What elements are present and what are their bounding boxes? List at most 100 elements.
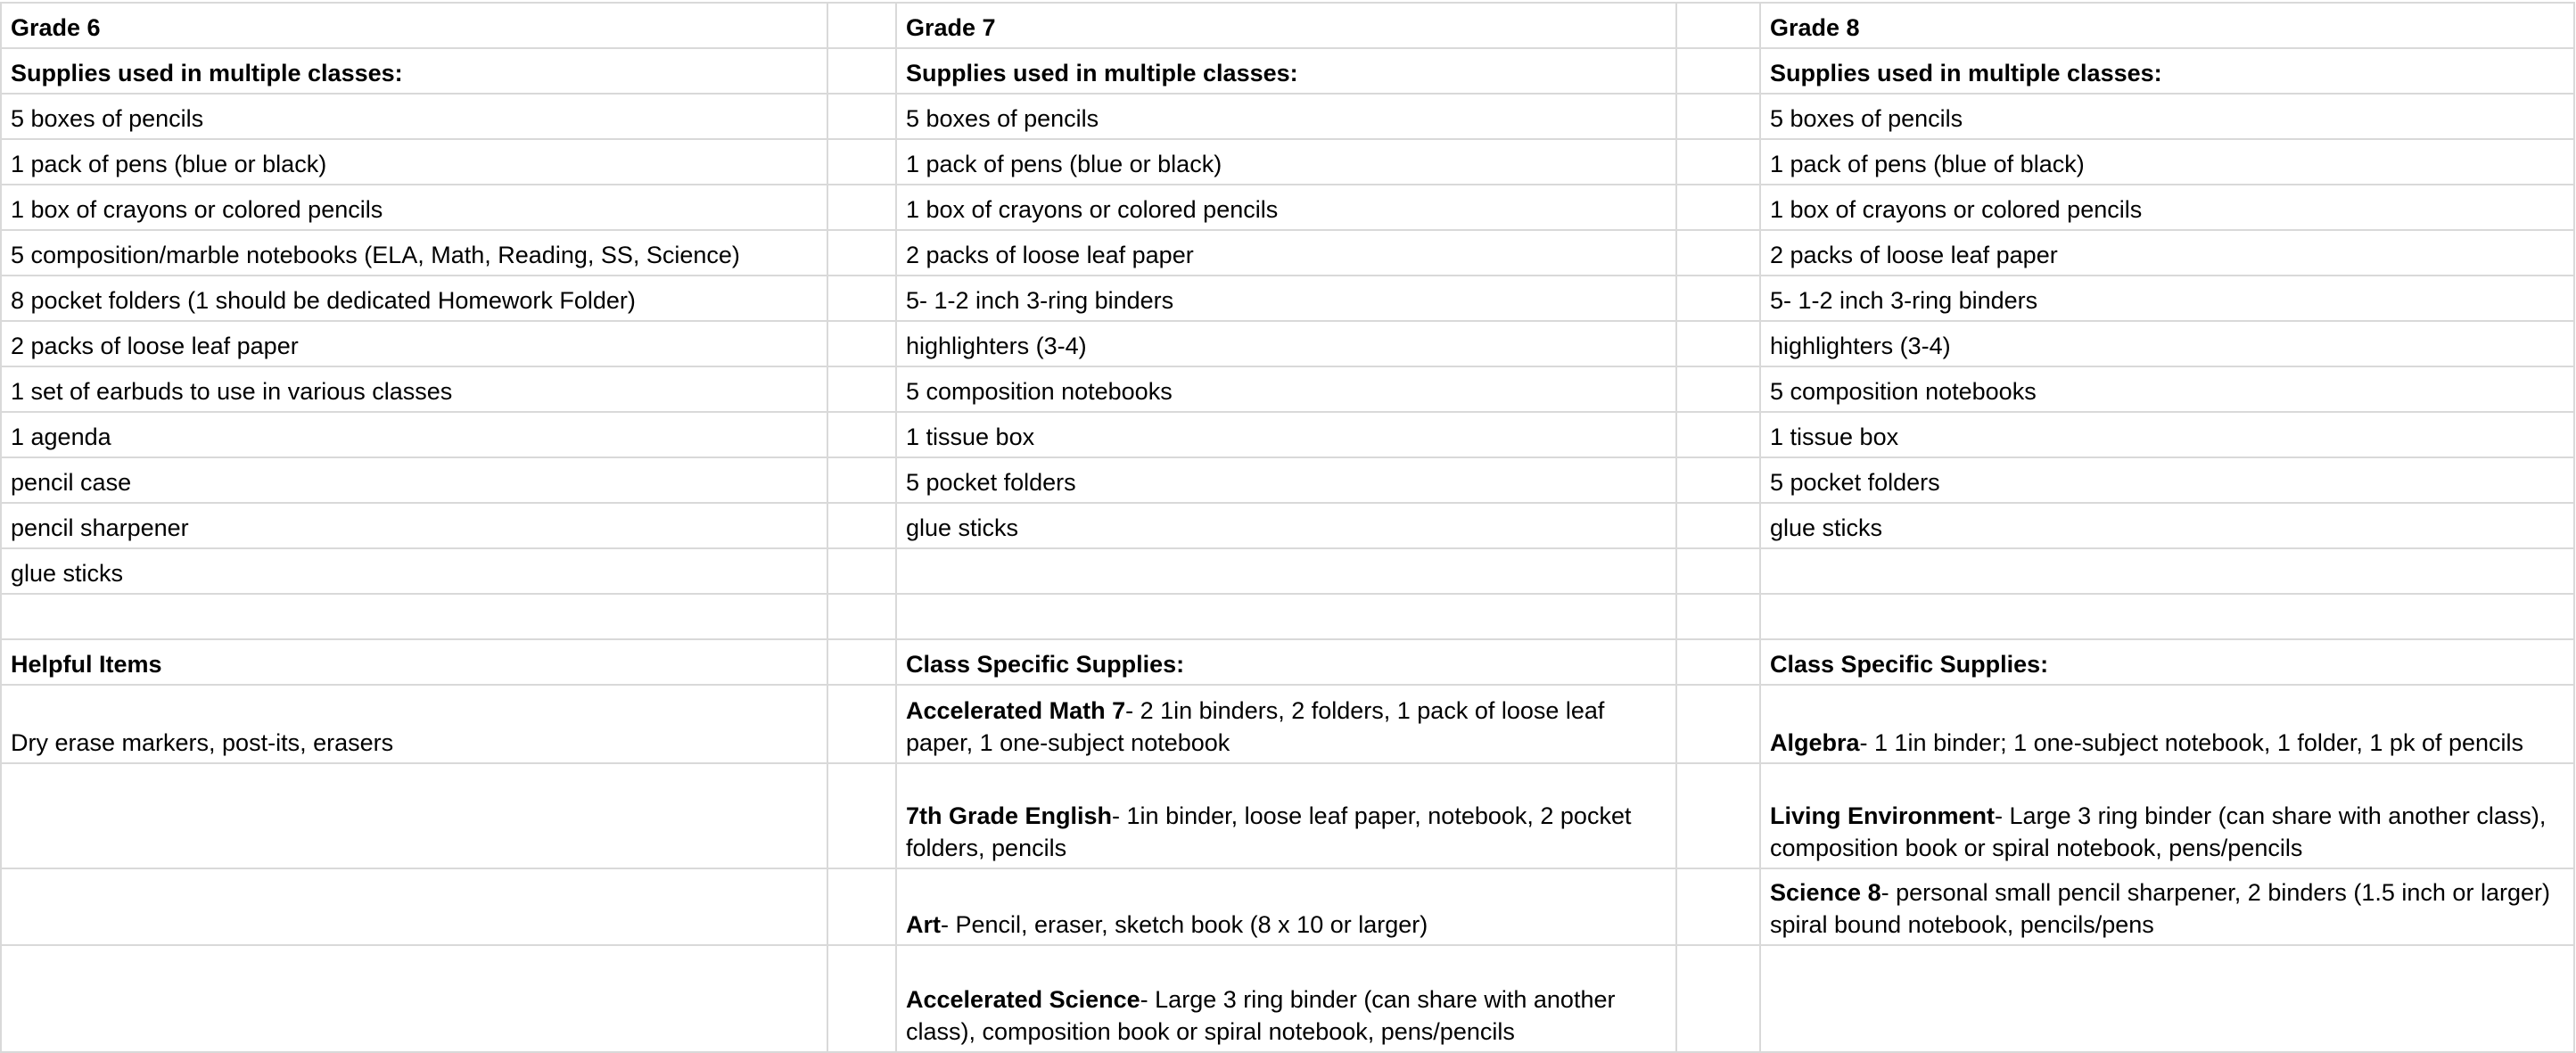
cell[interactable]: 5 pocket folders xyxy=(895,457,1677,504)
cell[interactable]: 5 composition notebooks xyxy=(1759,366,2575,413)
cell[interactable] xyxy=(1675,229,1761,276)
cell[interactable]: 5 boxes of pencils xyxy=(895,93,1677,140)
cell[interactable] xyxy=(827,502,897,549)
cell[interactable] xyxy=(1759,944,2575,1053)
cell[interactable] xyxy=(827,547,897,595)
cell[interactable] xyxy=(1675,762,1761,869)
cell[interactable]: Dry erase markers, post-its, erasers xyxy=(0,684,828,764)
cell[interactable]: 5 composition/marble notebooks (ELA, Mat… xyxy=(0,229,828,276)
cell[interactable]: Living Environment- Large 3 ring binder … xyxy=(1759,762,2575,869)
cell[interactable]: 1 pack of pens (blue of black) xyxy=(1759,138,2575,185)
cell[interactable]: 1 pack of pens (blue or black) xyxy=(895,138,1677,185)
cell[interactable] xyxy=(1675,93,1761,140)
cell-text: 5- 1-2 inch 3-ring binders xyxy=(1770,287,2038,314)
cell[interactable]: 8 pocket folders (1 should be dedicated … xyxy=(0,275,828,322)
cell[interactable] xyxy=(895,593,1677,640)
cell[interactable] xyxy=(1675,944,1761,1053)
cell[interactable] xyxy=(1675,320,1761,367)
cell[interactable]: 1 box of crayons or colored pencils xyxy=(0,184,828,231)
cell-bold-text: Class Specific Supplies: xyxy=(906,651,1185,678)
cell[interactable]: 7th Grade English- 1in binder, loose lea… xyxy=(895,762,1677,869)
cell[interactable] xyxy=(827,638,897,686)
cell[interactable]: Class Specific Supplies: xyxy=(895,638,1677,686)
cell[interactable]: highlighters (3-4) xyxy=(895,320,1677,367)
cell[interactable]: 5- 1-2 inch 3-ring binders xyxy=(895,275,1677,322)
cell[interactable] xyxy=(1675,547,1761,595)
cell[interactable]: Supplies used in multiple classes: xyxy=(1759,47,2575,95)
cell[interactable]: 1 tissue box xyxy=(1759,411,2575,458)
cell[interactable]: 5 boxes of pencils xyxy=(1759,93,2575,140)
cell[interactable]: pencil sharpener xyxy=(0,502,828,549)
cell[interactable] xyxy=(827,47,897,95)
cell[interactable] xyxy=(1675,2,1761,49)
cell[interactable]: Supplies used in multiple classes: xyxy=(0,47,828,95)
cell[interactable] xyxy=(827,229,897,276)
cell[interactable] xyxy=(827,762,897,869)
cell[interactable]: 2 packs of loose leaf paper xyxy=(1759,229,2575,276)
cell[interactable]: 5 pocket folders xyxy=(1759,457,2575,504)
cell[interactable]: glue sticks xyxy=(895,502,1677,549)
cell[interactable] xyxy=(827,275,897,322)
cell[interactable] xyxy=(827,684,897,764)
cell[interactable]: glue sticks xyxy=(1759,502,2575,549)
cell[interactable] xyxy=(1759,593,2575,640)
cell[interactable] xyxy=(0,593,828,640)
cell[interactable]: Class Specific Supplies: xyxy=(1759,638,2575,686)
cell[interactable] xyxy=(827,944,897,1053)
cell[interactable]: highlighters (3-4) xyxy=(1759,320,2575,367)
cell[interactable] xyxy=(1675,457,1761,504)
cell[interactable]: 1 box of crayons or colored pencils xyxy=(1759,184,2575,231)
cell[interactable] xyxy=(1675,502,1761,549)
cell[interactable]: Grade 8 xyxy=(1759,2,2575,49)
cell[interactable] xyxy=(895,547,1677,595)
cell[interactable] xyxy=(1675,138,1761,185)
cell[interactable] xyxy=(827,457,897,504)
cell[interactable]: Helpful Items xyxy=(0,638,828,686)
cell[interactable]: Algebra- 1 1in binder; 1 one-subject not… xyxy=(1759,684,2575,764)
cell[interactable] xyxy=(1675,366,1761,413)
cell[interactable]: 1 pack of pens (blue or black) xyxy=(0,138,828,185)
cell[interactable]: glue sticks xyxy=(0,547,828,595)
cell[interactable]: Supplies used in multiple classes: xyxy=(895,47,1677,95)
cell[interactable] xyxy=(1675,638,1761,686)
cell[interactable]: 2 packs of loose leaf paper xyxy=(0,320,828,367)
cell[interactable] xyxy=(0,944,828,1053)
cell[interactable] xyxy=(827,320,897,367)
cell[interactable] xyxy=(827,411,897,458)
cell[interactable]: 1 agenda xyxy=(0,411,828,458)
cell[interactable]: Art- Pencil, eraser, sketch book (8 x 10… xyxy=(895,868,1677,946)
cell[interactable] xyxy=(0,762,828,869)
cell-bold-text: Class Specific Supplies: xyxy=(1770,651,2049,678)
cell[interactable]: 2 packs of loose leaf paper xyxy=(895,229,1677,276)
cell[interactable]: Grade 7 xyxy=(895,2,1677,49)
cell[interactable] xyxy=(827,868,897,946)
cell[interactable] xyxy=(1675,593,1761,640)
cell[interactable] xyxy=(827,93,897,140)
cell[interactable] xyxy=(1675,47,1761,95)
cell[interactable]: 5 boxes of pencils xyxy=(0,93,828,140)
cell-bold-text: Helpful Items xyxy=(11,651,162,678)
cell[interactable]: 1 tissue box xyxy=(895,411,1677,458)
cell[interactable] xyxy=(1675,868,1761,946)
cell[interactable]: 1 box of crayons or colored pencils xyxy=(895,184,1677,231)
cell[interactable]: Science 8- personal small pencil sharpen… xyxy=(1759,868,2575,946)
cell[interactable] xyxy=(1675,411,1761,458)
cell[interactable] xyxy=(1759,547,2575,595)
cell[interactable] xyxy=(827,138,897,185)
cell[interactable]: 5 composition notebooks xyxy=(895,366,1677,413)
cell[interactable]: Accelerated Science- Large 3 ring binder… xyxy=(895,944,1677,1053)
cell[interactable]: pencil case xyxy=(0,457,828,504)
cell[interactable] xyxy=(827,2,897,49)
cell[interactable] xyxy=(827,184,897,231)
cell[interactable]: 5- 1-2 inch 3-ring binders xyxy=(1759,275,2575,322)
cell[interactable]: Accelerated Math 7- 2 1in binders, 2 fol… xyxy=(895,684,1677,764)
cell[interactable] xyxy=(1675,275,1761,322)
cell[interactable] xyxy=(0,868,828,946)
cell[interactable] xyxy=(827,593,897,640)
cell-text: - 1 1in binder; 1 one-subject notebook, … xyxy=(1859,729,2524,756)
cell[interactable] xyxy=(827,366,897,413)
cell[interactable]: Grade 6 xyxy=(0,2,828,49)
cell[interactable] xyxy=(1675,684,1761,764)
cell[interactable]: 1 set of earbuds to use in various class… xyxy=(0,366,828,413)
cell[interactable] xyxy=(1675,184,1761,231)
